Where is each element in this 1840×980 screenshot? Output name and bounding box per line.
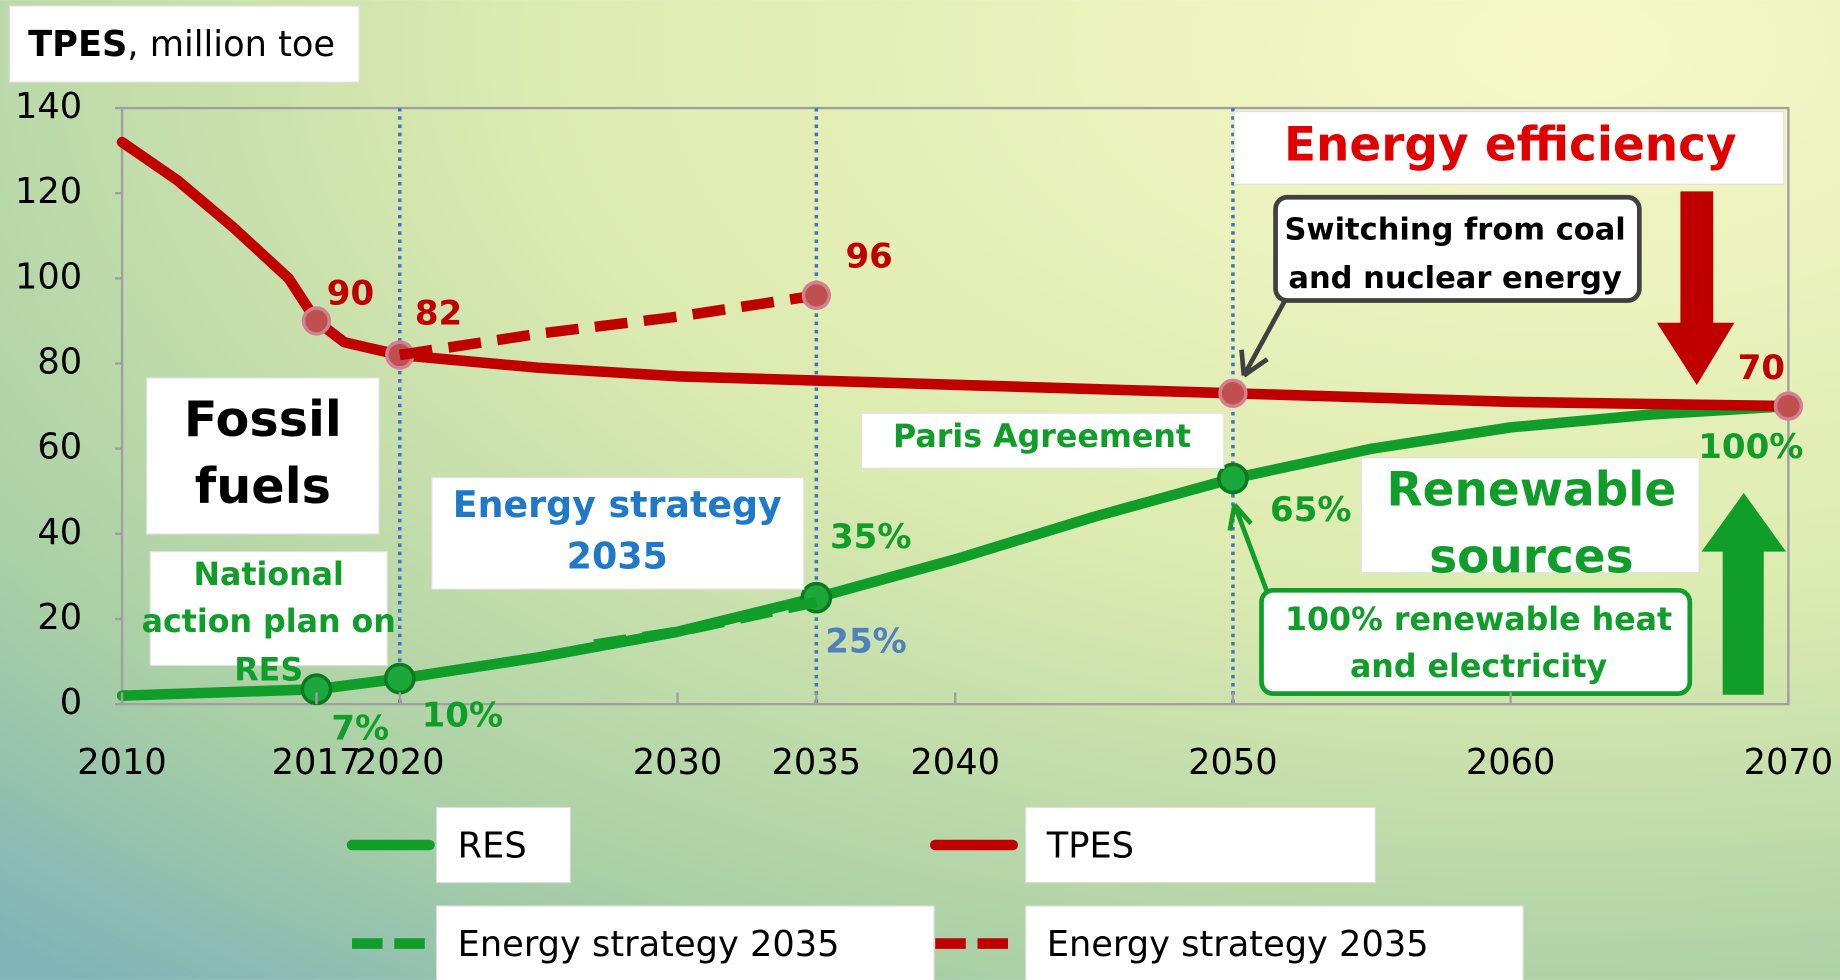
value-label: 96 (845, 236, 892, 276)
x-tick-label: 2060 (1466, 742, 1556, 783)
annotation-text: sources (1429, 529, 1633, 584)
annotation-box (431, 477, 805, 590)
y-tick-label: 80 (37, 342, 82, 383)
legend-box (1025, 905, 1524, 980)
annotation-text: Energy strategy (453, 483, 782, 526)
annotation-text: and nuclear energy (1288, 261, 1622, 296)
annotation: 10% (422, 696, 503, 736)
value-label: 70 (1738, 348, 1785, 388)
y-axis-label: TPES, million toe (28, 24, 335, 65)
annotation: 25% (825, 622, 906, 662)
annotation-text: 100% renewable heat (1285, 602, 1672, 638)
annotation-box (146, 377, 380, 535)
annotation-text: Energy efficiency (1284, 117, 1737, 172)
annotation-box (149, 551, 388, 667)
value-label: 82 (415, 294, 462, 334)
annotation-text: RES (234, 652, 303, 688)
y-tick-label: 140 (15, 86, 82, 127)
annotation: 65% (1270, 490, 1351, 530)
y-tick-label: 0 (60, 682, 82, 723)
series-line (116, 136, 1794, 412)
annotation-text: Paris Agreement (893, 419, 1191, 455)
legend-label: Energy strategy 2035 (458, 924, 840, 965)
annotation-box (1273, 194, 1642, 303)
y-tick-label: 40 (37, 512, 82, 553)
y-tick-label: 60 (37, 427, 82, 468)
annotation-text: fuels (195, 457, 331, 515)
x-tick-label: 2035 (772, 742, 862, 783)
annotation-text: action plan on (142, 604, 396, 640)
annotation-box (860, 412, 1225, 469)
legend-box (435, 806, 571, 884)
legend-label: Energy strategy 2035 (1047, 924, 1429, 965)
y-tick-label: 120 (15, 171, 82, 212)
data-point (1217, 462, 1249, 495)
arrow-up (1701, 492, 1787, 695)
data-point (1218, 378, 1248, 408)
y-tick-label: 20 (37, 597, 82, 638)
annotation-text: 2035 (567, 535, 668, 578)
annotation: 35% (830, 517, 911, 557)
arrow-down (1656, 191, 1735, 385)
x-tick-label: 2017 (272, 742, 362, 783)
annotation-text: Fossil (184, 390, 342, 448)
legend-label: RES (458, 825, 527, 866)
data-point (1773, 391, 1804, 421)
y-axis-label-bold: TPES (28, 24, 127, 65)
y-axis-label-rest: , million toe (127, 24, 335, 65)
data-point (301, 306, 332, 336)
annotation-text: Renewable (1387, 462, 1677, 517)
x-tick-label: 2020 (355, 742, 445, 783)
legend-label: TPES (1046, 825, 1134, 866)
value-label: 90 (327, 274, 374, 314)
data-point (801, 280, 832, 311)
ylabel-box (8, 5, 360, 83)
x-tick-label: 2050 (1188, 742, 1278, 783)
x-tick-label: 2030 (633, 742, 723, 783)
annotation-text: National (194, 557, 344, 593)
annotation-text: Switching from coal (1284, 213, 1625, 248)
legend-box (1025, 806, 1376, 884)
legend-box (435, 905, 935, 980)
series-line (398, 290, 818, 361)
data-point (383, 662, 416, 695)
x-tick-label: 2010 (77, 742, 167, 783)
arrow-switch (1239, 299, 1288, 378)
x-tick-label: 2070 (1744, 742, 1834, 783)
annotation: 7% (331, 708, 389, 748)
annotation-box (1360, 457, 1700, 574)
arrow-renewable (1227, 503, 1270, 594)
annotation-text: and electricity (1350, 649, 1608, 685)
y-tick-label: 100 (15, 256, 82, 297)
x-tick-label: 2040 (910, 742, 1000, 783)
annotation-box (1259, 587, 1693, 696)
series-line (593, 596, 818, 650)
annotation: 100% (1698, 427, 1803, 467)
annotation-box (1233, 110, 1785, 185)
